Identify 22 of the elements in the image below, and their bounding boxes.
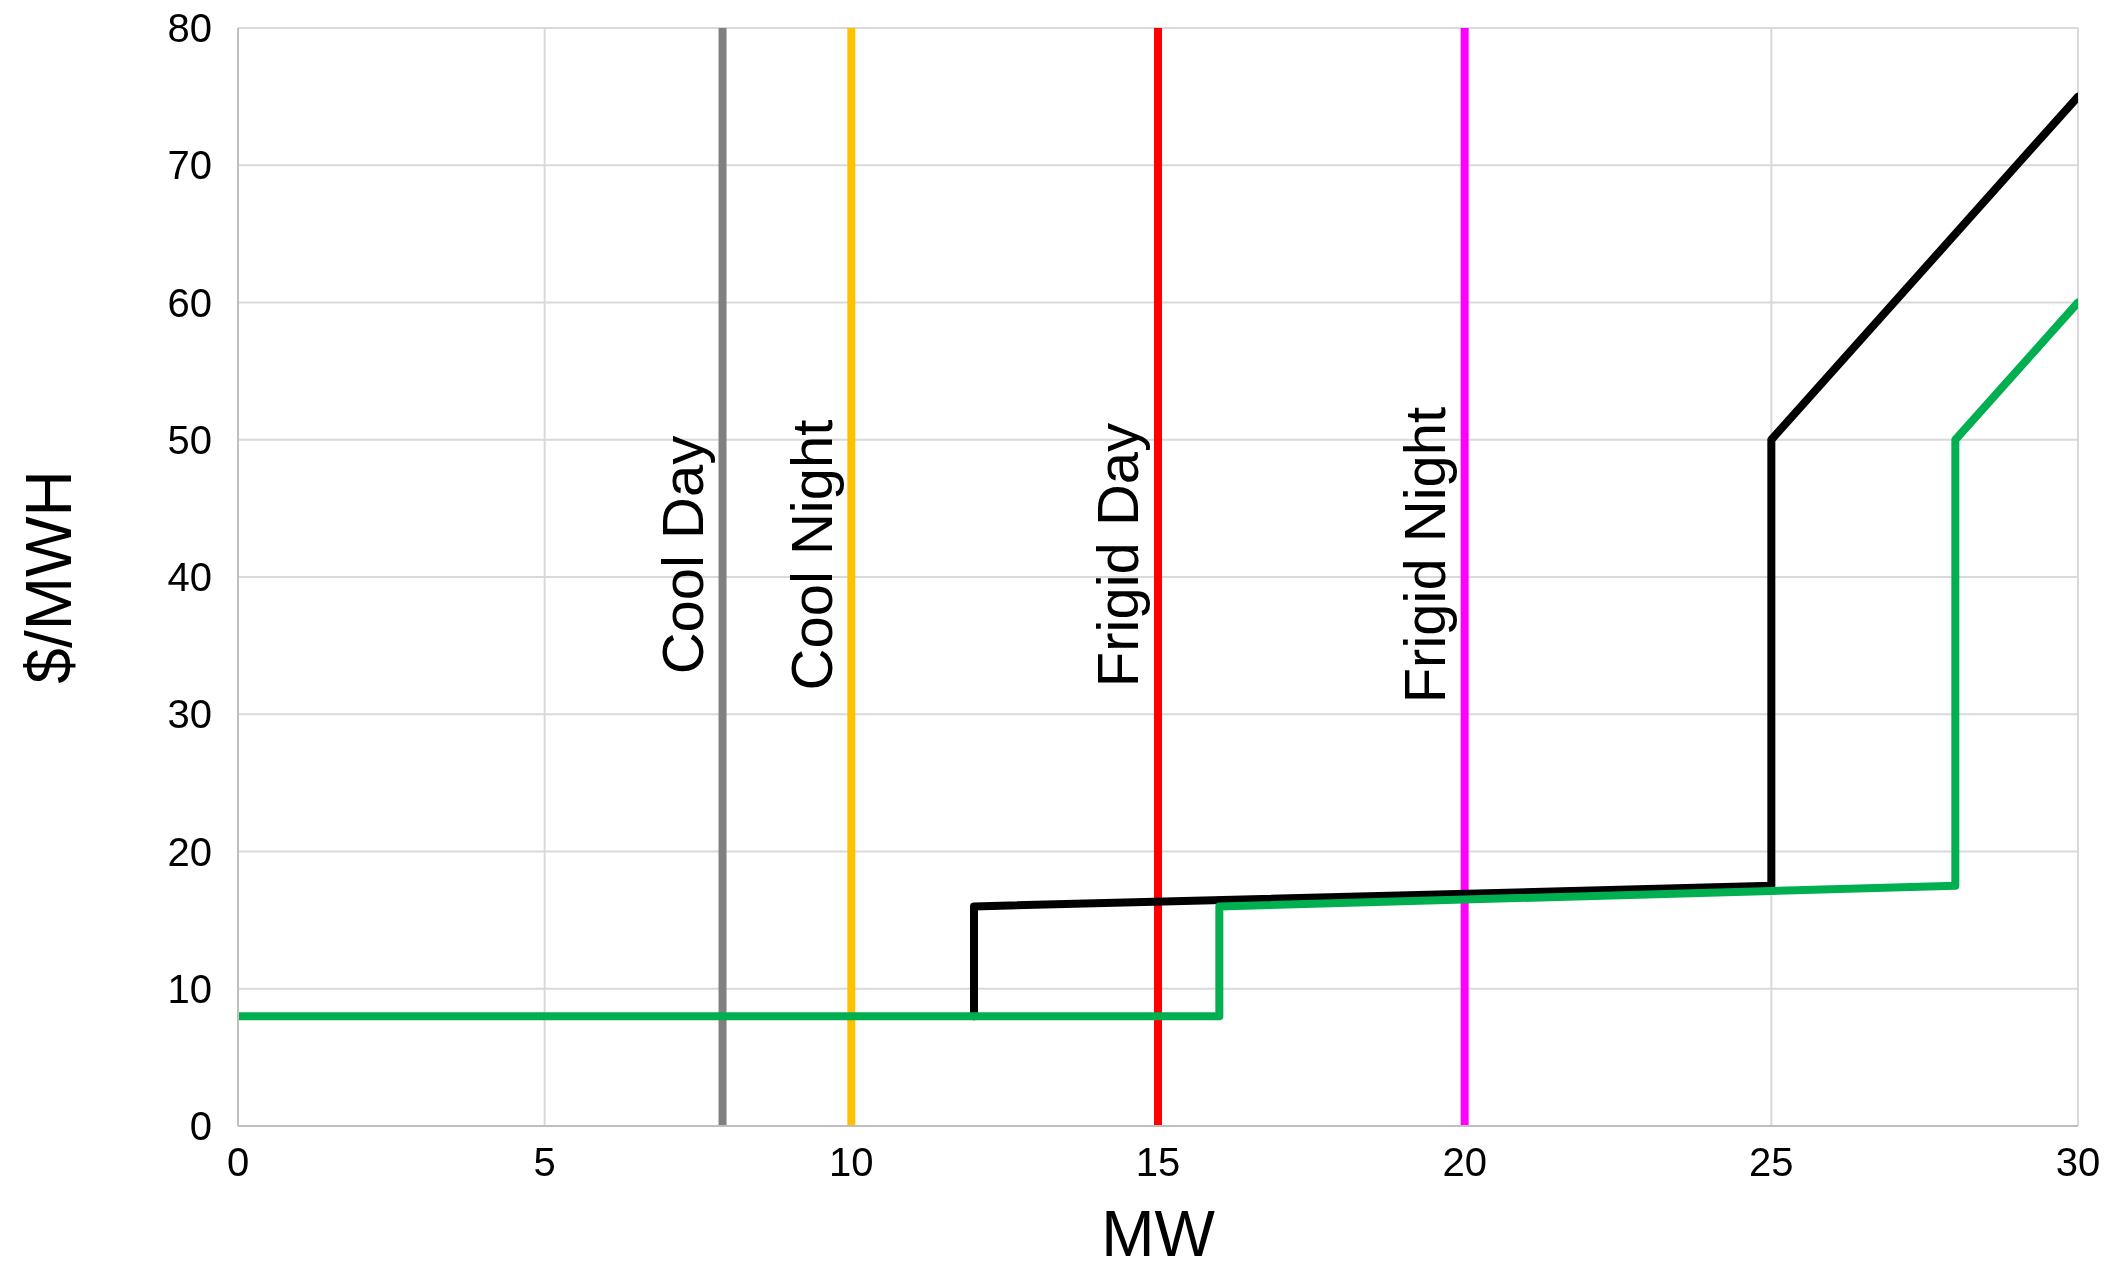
- x-tick-label: 10: [829, 1140, 874, 1185]
- ref-line-label: Cool Day: [650, 435, 716, 675]
- y-tick-label: 0: [189, 1104, 212, 1149]
- x-tick-label: 0: [226, 1140, 250, 1185]
- x-tick-label: 25: [1749, 1140, 1794, 1185]
- x-tick-label: 15: [1135, 1140, 1181, 1185]
- y-tick-label: 70: [167, 143, 212, 188]
- x-axis-title: MW: [1101, 1198, 1216, 1270]
- y-tick-label: 20: [167, 829, 212, 874]
- y-tick-label: 10: [167, 966, 212, 1011]
- x-tick-label: 20: [1442, 1140, 1487, 1185]
- ref-line-label: Frigid Night: [1392, 406, 1458, 704]
- y-axis-title: $/MWH: [12, 470, 85, 684]
- y-tick-label: 30: [167, 692, 212, 737]
- y-tick-label: 50: [167, 417, 212, 462]
- y-tick-label: 40: [167, 555, 212, 600]
- y-tick-label: 80: [167, 6, 212, 51]
- ref-line-label: Cool Night: [778, 419, 844, 691]
- y-tick-label: 60: [167, 280, 212, 325]
- x-tick-label: 5: [533, 1140, 556, 1185]
- x-tick-label: 30: [2055, 1140, 2101, 1185]
- ref-line-label: Frigid Day: [1085, 422, 1151, 688]
